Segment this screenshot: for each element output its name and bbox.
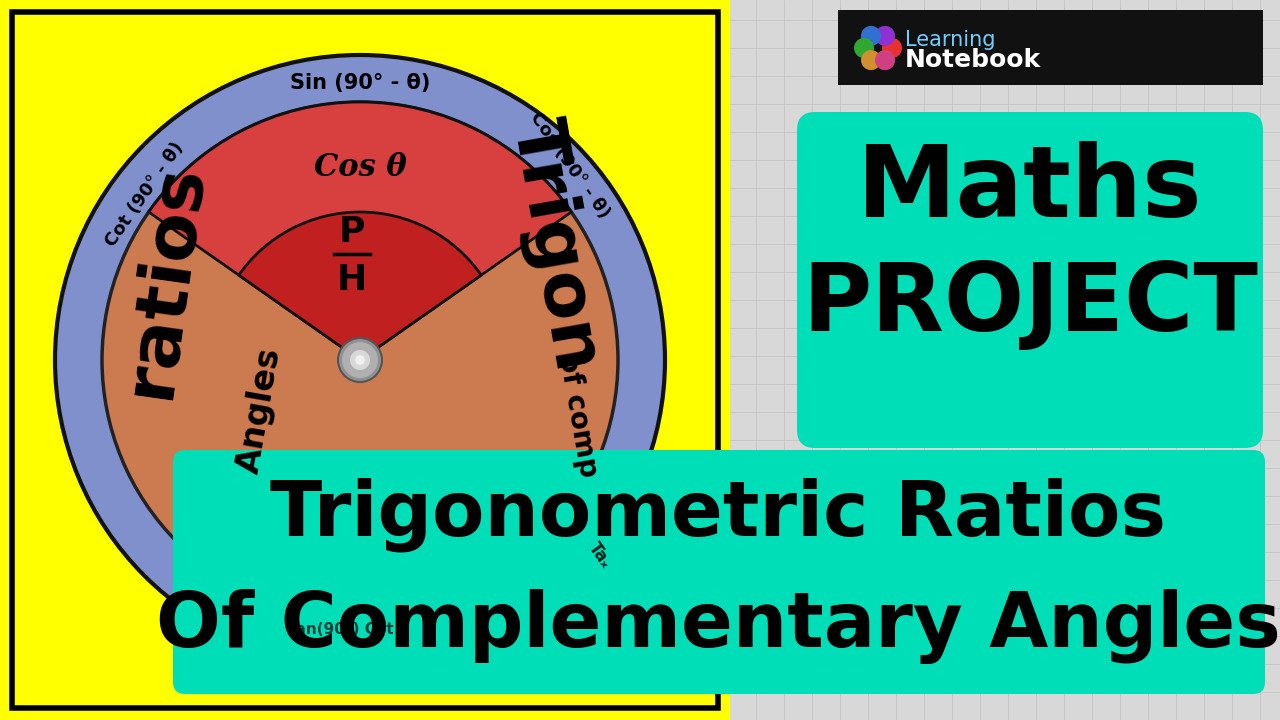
- FancyBboxPatch shape: [173, 562, 1265, 694]
- Text: of comp: of comp: [553, 351, 603, 479]
- Circle shape: [882, 38, 902, 58]
- Text: Cos θ: Cos θ: [314, 151, 406, 182]
- FancyBboxPatch shape: [797, 112, 1263, 448]
- Text: PROJECT: PROJECT: [803, 259, 1258, 351]
- Bar: [838, 10, 1263, 85]
- Text: Notebook: Notebook: [905, 48, 1041, 72]
- Text: Cot (90° - θ): Cot (90° - θ): [102, 140, 188, 251]
- Circle shape: [349, 350, 370, 370]
- Text: Angles: Angles: [233, 344, 287, 476]
- Circle shape: [876, 50, 895, 70]
- Text: Trigonometric Ratios: Trigonometric Ratios: [270, 478, 1166, 552]
- Circle shape: [102, 102, 618, 618]
- Bar: [0, 0, 730, 720]
- Text: Tan(90°) Cot: Tan(90°) Cot: [287, 623, 393, 637]
- Bar: [12, 12, 718, 708]
- Circle shape: [342, 342, 378, 378]
- Text: Learning: Learning: [905, 30, 996, 50]
- Circle shape: [861, 26, 881, 46]
- Text: Trigon: Trigon: [499, 114, 612, 377]
- Text: Sin (90° - θ): Sin (90° - θ): [289, 73, 430, 93]
- Text: Maths: Maths: [858, 142, 1203, 238]
- FancyBboxPatch shape: [173, 450, 1265, 584]
- Wedge shape: [239, 212, 481, 360]
- Text: Taₓ: Taₓ: [585, 539, 616, 572]
- Text: ratios: ratios: [114, 158, 215, 402]
- Text: Of Complementary Angles: Of Complementary Angles: [156, 590, 1280, 665]
- Circle shape: [55, 55, 666, 665]
- Text: H: H: [337, 263, 367, 297]
- Text: Cos (90° - θ): Cos (90° - θ): [526, 109, 613, 222]
- Text: P: P: [339, 215, 365, 249]
- Circle shape: [338, 338, 381, 382]
- Circle shape: [854, 38, 874, 58]
- Wedge shape: [148, 102, 571, 360]
- Circle shape: [876, 26, 895, 46]
- Circle shape: [355, 355, 365, 365]
- Circle shape: [861, 50, 881, 70]
